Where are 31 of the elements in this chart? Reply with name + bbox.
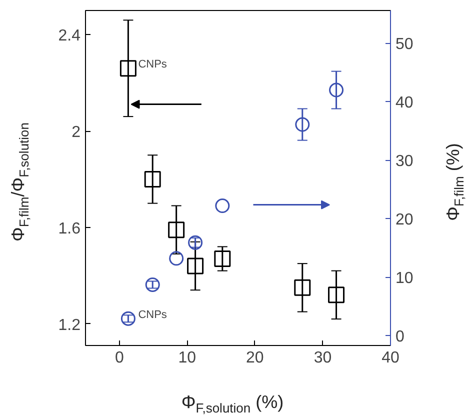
point [144, 170, 161, 188]
point [145, 277, 160, 292]
point [329, 82, 344, 98]
y2-tick-label: 30 [396, 153, 414, 170]
point [214, 250, 231, 267]
y2-tick-label: 20 [396, 212, 414, 229]
point [215, 198, 230, 214]
annotation: CNPs [138, 58, 168, 70]
point [169, 251, 184, 266]
y-tick-label: 1.6 [58, 220, 81, 238]
y-tick-label: 2.4 [58, 28, 81, 45]
point [120, 311, 136, 326]
x-axis-title: Φ$_{F,solution}$ (%) [180, 391, 285, 418]
y-tick-label: 2 [72, 124, 81, 142]
y2-tick-label: 10 [396, 270, 414, 288]
point [294, 279, 311, 296]
x-tick-label: 40 [382, 350, 400, 366]
x-tick-label: 20 [246, 350, 264, 366]
point [187, 258, 204, 274]
annotation: CNPs [138, 308, 168, 321]
x-tick-label: 0 [114, 350, 124, 366]
y2-tick-label: 40 [396, 94, 414, 112]
point [120, 60, 136, 77]
point [168, 222, 185, 238]
x-tick-label: 30 [314, 350, 332, 366]
y2-tick-label: 50 [396, 36, 414, 54]
x-tick-label: 10 [178, 350, 196, 366]
y2-tick-label: 0 [396, 328, 404, 346]
y-tick-label: 1.2 [58, 316, 81, 334]
point [328, 286, 345, 304]
point [295, 117, 310, 132]
